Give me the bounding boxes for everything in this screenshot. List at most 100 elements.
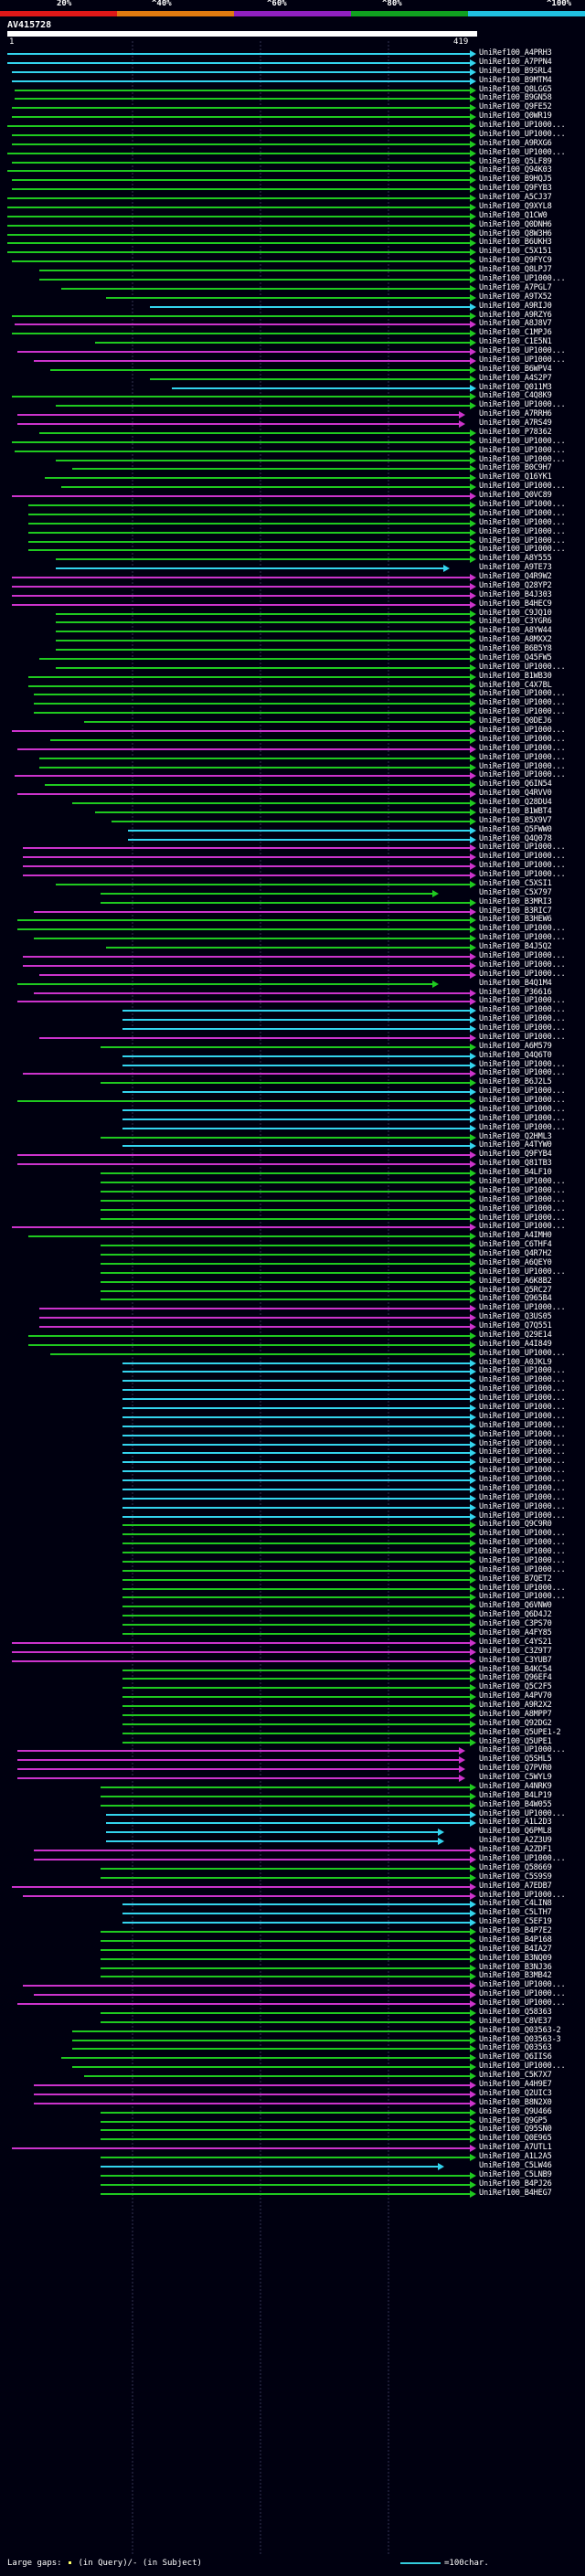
hit-label[interactable]: UniRef100_Q58363 [479, 2007, 552, 2017]
hit-row[interactable]: UniRef100_Q5FWW0 [0, 824, 585, 835]
hit-row[interactable]: UniRef100_UP1000... [0, 1592, 585, 1602]
hit-label[interactable]: UniRef100_UP1000... [479, 1475, 566, 1485]
hit-label[interactable]: UniRef100_UP1000... [479, 861, 566, 871]
hit-row[interactable]: UniRef100_Q6IN54 [0, 779, 585, 790]
hit-row[interactable]: UniRef100_C5LW46 [0, 2161, 585, 2171]
hit-row[interactable]: UniRef100_A4I849 [0, 1340, 585, 1350]
hit-row[interactable]: UniRef100_Q03563-3 [0, 2034, 585, 2045]
hit-row[interactable]: UniRef100_A1L2D3 [0, 1818, 585, 1828]
hit-row[interactable]: UniRef100_C3Z9T7 [0, 1647, 585, 1657]
hit-row[interactable]: UniRef100_C8VE37 [0, 2017, 585, 2027]
hit-row[interactable]: UniRef100_C5S9S9 [0, 1872, 585, 1882]
hit-label[interactable]: UniRef100_UP1000... [479, 951, 566, 960]
hit-row[interactable]: UniRef100_UP1000... [0, 1556, 585, 1566]
hit-label[interactable]: UniRef100_B4KC54 [479, 1664, 552, 1674]
hit-label[interactable]: UniRef100_UP1000... [479, 843, 566, 853]
hit-label[interactable]: UniRef100_B4W055 [479, 1799, 552, 1809]
hit-row[interactable]: UniRef100_Q2HML3 [0, 1132, 585, 1142]
hit-label[interactable]: UniRef100_UP1000... [479, 1177, 566, 1186]
hit-label[interactable]: UniRef100_Q92DG2 [479, 1718, 552, 1728]
hit-label[interactable]: UniRef100_Q9FYC9 [479, 256, 552, 266]
hit-label[interactable]: UniRef100_UP1000... [479, 1492, 566, 1502]
hit-row[interactable]: UniRef100_UP1000... [0, 1430, 585, 1440]
hit-row[interactable]: UniRef100_B5X9V7 [0, 816, 585, 826]
hit-row[interactable]: UniRef100_UP1000... [0, 843, 585, 853]
hit-row[interactable]: UniRef100_Q0VC89 [0, 491, 585, 501]
hit-label[interactable]: UniRef100_B4LF10 [479, 1168, 552, 1178]
hit-label[interactable]: UniRef100_UP1000... [479, 1203, 566, 1214]
hit-row[interactable]: UniRef100_UP1000... [0, 346, 585, 356]
hit-label[interactable]: UniRef100_A8MXX2 [479, 635, 552, 645]
hit-label[interactable]: UniRef100_Q0E965 [479, 2134, 552, 2144]
hit-label[interactable]: UniRef100_C4Q8K9 [479, 391, 552, 401]
hit-label[interactable]: UniRef100_A7EDB7 [479, 1881, 552, 1891]
hit-label[interactable]: UniRef100_B3MB42 [479, 1971, 552, 1981]
hit-label[interactable]: UniRef100_B8N2X0 [479, 2097, 552, 2107]
hit-label[interactable]: UniRef100_UP1000... [479, 698, 566, 708]
hit-row[interactable]: UniRef100_A9RXG6 [0, 139, 585, 149]
hit-label[interactable]: UniRef100_B3NQ09 [479, 1953, 552, 1963]
hit-row[interactable]: UniRef100_Q4Q078 [0, 833, 585, 844]
hit-row[interactable]: UniRef100_Q9GP5 [0, 2116, 585, 2126]
hit-label[interactable]: UniRef100_Q03563-3 [479, 2034, 561, 2044]
hit-row[interactable]: UniRef100_A6QEY0 [0, 1258, 585, 1268]
hit-row[interactable]: UniRef100_Q5C2F5 [0, 1682, 585, 1692]
hit-row[interactable]: UniRef100_B0C9H7 [0, 463, 585, 473]
hit-label[interactable]: UniRef100_UP1000... [479, 1113, 566, 1123]
hit-row[interactable]: UniRef100_A0JKL9 [0, 1358, 585, 1368]
hit-row[interactable]: UniRef100_B3MRI3 [0, 897, 585, 907]
hit-label[interactable]: UniRef100_Q5FWW0 [479, 824, 552, 834]
hit-label[interactable]: UniRef100_A9TX52 [479, 292, 552, 302]
hit-row[interactable]: UniRef100_B6B5Y8 [0, 644, 585, 654]
hit-label[interactable]: UniRef100_C4LIN8 [479, 1899, 552, 1909]
hit-row[interactable]: UniRef100_Q4RVV0 [0, 789, 585, 799]
hit-label[interactable]: UniRef100_B1WB30 [479, 671, 552, 681]
hit-row[interactable]: UniRef100_C5K7X7 [0, 2071, 585, 2081]
hit-row[interactable]: UniRef100_A5CJ37 [0, 193, 585, 203]
hit-label[interactable]: UniRef100_Q2UIC3 [479, 2088, 552, 2098]
hit-label[interactable]: UniRef100_A9RZY6 [479, 310, 552, 320]
hit-row[interactable]: UniRef100_Q16YK1 [0, 472, 585, 482]
hit-label[interactable]: UniRef100_Q4Q6T0 [479, 1050, 552, 1060]
hit-label[interactable]: UniRef100_B6WPV4 [479, 364, 552, 374]
hit-label[interactable]: UniRef100_Q5RC27 [479, 1285, 552, 1295]
hit-label[interactable]: UniRef100_Q29E14 [479, 1330, 552, 1340]
hit-label[interactable]: UniRef100_UP1000... [479, 1087, 566, 1097]
hit-row[interactable]: UniRef100_A4TYW0 [0, 1140, 585, 1150]
hit-row[interactable]: UniRef100_UP1000... [0, 437, 585, 447]
hit-label[interactable]: UniRef100_Q5LF89 [479, 156, 552, 166]
hit-row[interactable]: UniRef100_UP1000... [0, 1123, 585, 1133]
hit-label[interactable]: UniRef100_C4X7BL [479, 680, 552, 690]
hit-row[interactable]: UniRef100_UP1000... [0, 148, 585, 158]
hit-label[interactable]: UniRef100_UP1000... [479, 1808, 566, 1818]
hit-label[interactable]: UniRef100_Q9FE52 [479, 102, 552, 112]
hit-row[interactable]: UniRef100_UP1000... [0, 1087, 585, 1097]
hit-row[interactable]: UniRef100_UP1000... [0, 2062, 585, 2072]
hit-row[interactable]: UniRef100_UP1000... [0, 1998, 585, 2009]
hit-label[interactable]: UniRef100_UP1000... [479, 1420, 566, 1430]
hit-label[interactable]: UniRef100_A2ZDF1 [479, 1845, 552, 1855]
hit-row[interactable]: UniRef100_UP1000... [0, 527, 585, 537]
hit-row[interactable]: UniRef100_UP1000... [0, 770, 585, 780]
hit-row[interactable]: UniRef100_UP1000... [0, 663, 585, 673]
hit-row[interactable]: UniRef100_B4Q1M4 [0, 979, 585, 989]
hit-row[interactable]: UniRef100_UP1000... [0, 1529, 585, 1539]
hit-label[interactable]: UniRef100_Q4Q078 [479, 833, 552, 843]
hit-label[interactable]: UniRef100_B6J2L5 [479, 1077, 552, 1087]
hit-label[interactable]: UniRef100_UP1000... [479, 1023, 566, 1034]
hit-row[interactable]: UniRef100_B7QET2 [0, 1574, 585, 1585]
hit-row[interactable]: UniRef100_B6WPV4 [0, 364, 585, 375]
hit-label[interactable]: UniRef100_B4J303 [479, 589, 552, 599]
hit-label[interactable]: UniRef100_UP1000... [479, 1303, 566, 1313]
hit-row[interactable]: UniRef100_UP1000... [0, 1547, 585, 1557]
hit-label[interactable]: UniRef100_A6K8B2 [479, 1276, 552, 1286]
hit-row[interactable]: UniRef100_Q9C9R0 [0, 1520, 585, 1530]
hit-label[interactable]: UniRef100_UP1000... [479, 517, 566, 527]
hit-label[interactable]: UniRef100_B3RIC7 [479, 906, 552, 916]
hit-label[interactable]: UniRef100_C5WYL9 [479, 1773, 552, 1783]
hit-label[interactable]: UniRef100_UP1000... [479, 508, 566, 518]
hit-label[interactable]: UniRef100_UP1000... [479, 996, 566, 1006]
hit-row[interactable]: UniRef100_Q5SHL5 [0, 1754, 585, 1765]
hit-row[interactable]: UniRef100_Q5RC27 [0, 1285, 585, 1296]
hit-row[interactable]: UniRef100_C5LTH7 [0, 1908, 585, 1918]
